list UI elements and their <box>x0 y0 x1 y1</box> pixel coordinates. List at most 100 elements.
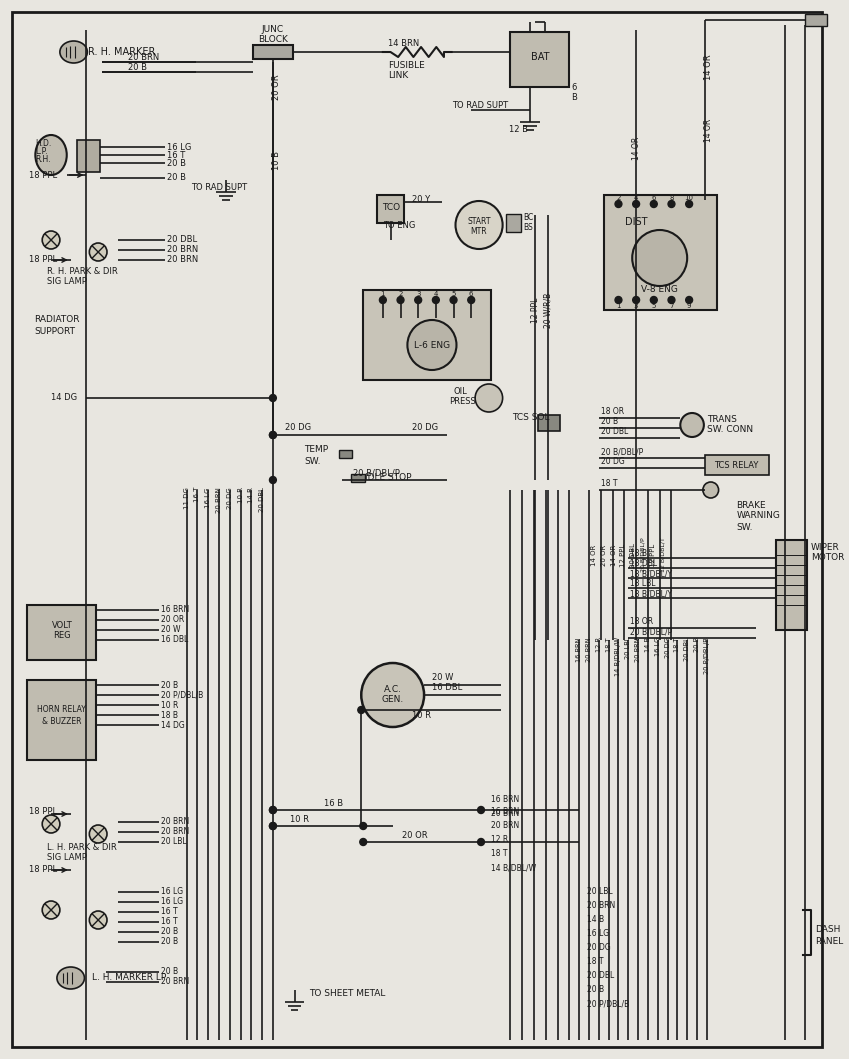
Text: 18 T: 18 T <box>674 638 680 651</box>
Circle shape <box>362 663 424 726</box>
Text: 16 LG: 16 LG <box>205 487 211 507</box>
Text: 20 B: 20 B <box>587 986 604 994</box>
Text: 20 DBL: 20 DBL <box>684 638 690 661</box>
Text: 5: 5 <box>652 303 656 309</box>
Text: DIST: DIST <box>625 217 648 227</box>
Text: 20 DBL: 20 DBL <box>630 542 636 568</box>
Text: 16 BRN: 16 BRN <box>491 808 519 816</box>
Text: PRESS: PRESS <box>450 397 476 407</box>
Text: START: START <box>467 217 491 227</box>
Text: 20 B/DBL/P: 20 B/DBL/P <box>601 448 643 456</box>
Text: MOTOR: MOTOR <box>811 554 844 562</box>
Circle shape <box>668 200 675 208</box>
Text: 20 B: 20 B <box>167 174 186 182</box>
Text: 20 DBL: 20 DBL <box>167 235 197 245</box>
Text: 18 T: 18 T <box>601 480 617 488</box>
Bar <box>351 474 365 482</box>
Text: 20 OR: 20 OR <box>161 615 184 625</box>
Text: 20 DG: 20 DG <box>665 638 671 658</box>
Circle shape <box>42 901 60 919</box>
Text: WIPER: WIPER <box>811 543 840 553</box>
Text: 14 DG: 14 DG <box>161 720 185 730</box>
Text: 16 BRN: 16 BRN <box>576 638 582 662</box>
Circle shape <box>269 807 276 813</box>
Text: 20 B: 20 B <box>161 937 178 947</box>
Text: 5: 5 <box>452 291 456 297</box>
Text: 20 B: 20 B <box>161 968 178 976</box>
Text: 20 BRN: 20 BRN <box>161 818 189 826</box>
Text: 11 DG: 11 DG <box>183 487 189 509</box>
Text: 20 B: 20 B <box>161 681 178 689</box>
Circle shape <box>475 384 503 412</box>
Text: SIG LAMP: SIG LAMP <box>48 854 87 862</box>
Circle shape <box>478 807 485 813</box>
Text: L.P.: L.P. <box>36 147 48 157</box>
Text: 20 BRN: 20 BRN <box>127 54 159 62</box>
Circle shape <box>357 706 365 714</box>
Text: 18 B: 18 B <box>161 711 178 719</box>
Text: 20 LBL: 20 LBL <box>625 638 632 660</box>
Text: BRAKE: BRAKE <box>736 501 766 509</box>
Circle shape <box>89 825 107 843</box>
Text: 18 B/DBL/Y: 18 B/DBL/Y <box>630 570 672 578</box>
Circle shape <box>686 200 693 208</box>
Text: 14 BRN: 14 BRN <box>388 39 419 49</box>
Text: R.H.: R.H. <box>36 156 51 164</box>
Text: R. H. MARKER: R. H. MARKER <box>88 47 155 57</box>
Text: 20 B/DBL/P: 20 B/DBL/P <box>353 468 400 478</box>
Text: 20 B: 20 B <box>161 928 178 936</box>
Text: 16 DBL: 16 DBL <box>432 683 462 693</box>
Circle shape <box>360 839 367 845</box>
Circle shape <box>668 297 675 304</box>
Text: 16 BRN: 16 BRN <box>161 606 189 614</box>
Circle shape <box>633 200 639 208</box>
Text: 12 R: 12 R <box>596 638 602 652</box>
Circle shape <box>415 297 422 304</box>
Ellipse shape <box>57 967 84 989</box>
Text: 6: 6 <box>571 84 576 92</box>
Circle shape <box>397 297 404 304</box>
Text: REG: REG <box>53 630 70 640</box>
Circle shape <box>615 297 622 304</box>
Text: RADIATOR: RADIATOR <box>34 316 80 324</box>
Text: 20 OR: 20 OR <box>402 830 428 840</box>
Text: 18 OR: 18 OR <box>630 617 654 627</box>
Text: 20 DBL: 20 DBL <box>259 487 265 511</box>
Text: 18 B/DBL/Y: 18 B/DBL/Y <box>630 590 672 598</box>
Circle shape <box>42 815 60 833</box>
Text: 16 T: 16 T <box>167 150 185 160</box>
Text: 16 T: 16 T <box>161 908 177 916</box>
Circle shape <box>650 200 657 208</box>
Text: 12 R: 12 R <box>491 836 508 844</box>
Text: 20 Y: 20 Y <box>413 196 430 204</box>
Text: 18 OR: 18 OR <box>601 408 624 416</box>
Bar <box>510 32 570 87</box>
Circle shape <box>360 823 367 829</box>
Bar <box>27 605 96 660</box>
Text: 10: 10 <box>684 195 694 201</box>
Text: 6: 6 <box>469 291 474 297</box>
Text: 18 T: 18 T <box>491 849 508 859</box>
Circle shape <box>380 297 386 304</box>
Circle shape <box>680 413 704 437</box>
Text: 12 B/DBL/T: 12 B/DBL/T <box>661 538 665 573</box>
Text: A.C.: A.C. <box>384 685 402 695</box>
Text: WARNING: WARNING <box>736 511 780 521</box>
Circle shape <box>633 297 639 304</box>
Text: 14 DG: 14 DG <box>51 394 77 402</box>
Text: 4: 4 <box>434 291 438 297</box>
Text: 9: 9 <box>687 303 691 309</box>
Text: MTR: MTR <box>470 228 487 236</box>
Text: 16 LG: 16 LG <box>587 930 610 938</box>
Text: 14 OR: 14 OR <box>610 544 616 566</box>
Text: 16 LG: 16 LG <box>655 638 661 657</box>
Circle shape <box>703 482 718 498</box>
Circle shape <box>408 320 457 370</box>
Text: 14 R: 14 R <box>248 487 255 503</box>
Text: 18 B: 18 B <box>630 550 647 558</box>
Circle shape <box>615 200 622 208</box>
Text: 20 OR: 20 OR <box>601 544 607 566</box>
Text: 20 BRN: 20 BRN <box>167 246 198 254</box>
Text: JUNC: JUNC <box>261 25 284 35</box>
Text: 12 PPL: 12 PPL <box>531 298 539 323</box>
